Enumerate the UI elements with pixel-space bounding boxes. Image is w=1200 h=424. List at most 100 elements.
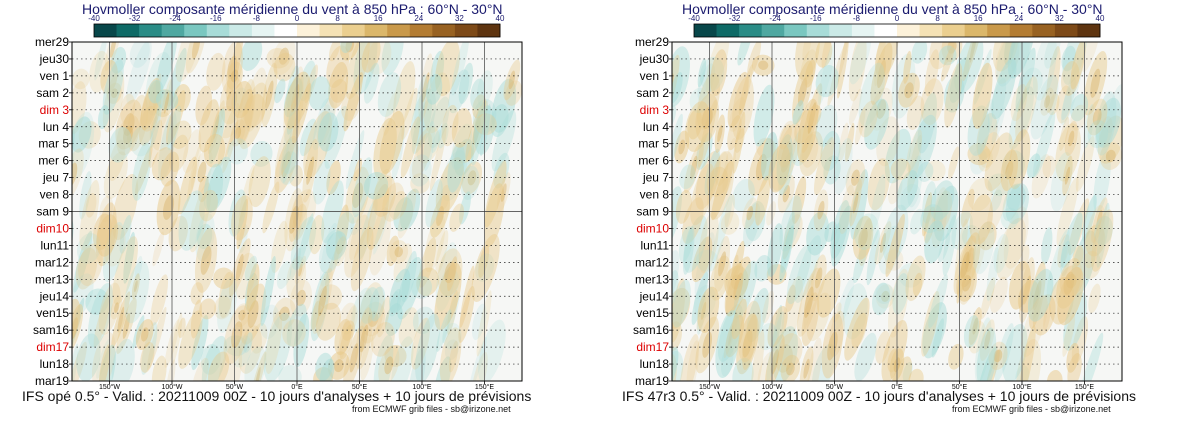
field-blob (815, 65, 839, 98)
y-tick-label: mar19 (35, 374, 69, 388)
field-core (1068, 130, 1075, 147)
field-blob (76, 333, 101, 381)
field-blob (987, 173, 1011, 197)
field-blob (448, 69, 470, 114)
field-blob (962, 42, 985, 82)
field-blob (439, 185, 451, 210)
field-blob (1083, 104, 1095, 149)
colorbar-swatch (477, 24, 501, 37)
field-blob (738, 300, 761, 363)
field-blob (738, 64, 754, 116)
x-tick-label: 150°W (99, 383, 120, 391)
field-blob (727, 115, 742, 151)
field-blob (979, 132, 1000, 168)
colorbar-swatch (694, 24, 717, 37)
field-blob (867, 158, 890, 211)
field-blob (1027, 268, 1054, 322)
field-blob (797, 98, 819, 163)
field-blob (1000, 149, 1019, 191)
field-blob (683, 215, 708, 273)
field-blob (944, 63, 963, 128)
field-blob (795, 42, 820, 80)
colorbar-swatch (274, 24, 298, 37)
field-blob (697, 63, 715, 102)
field-blob (319, 358, 335, 381)
field-blob (76, 233, 101, 264)
y-tick-label: jeu 7 (42, 171, 69, 185)
field-blob (442, 322, 462, 350)
field-core (467, 170, 477, 186)
field-blob (415, 313, 441, 381)
field-blob (1008, 86, 1034, 150)
field-blob (699, 56, 725, 92)
y-tick-label: lun 4 (643, 120, 669, 134)
field-blob (928, 274, 948, 329)
field-core (367, 311, 379, 327)
y-tick-label: mar12 (35, 255, 69, 269)
field-blob (672, 105, 677, 128)
field-blob (1070, 104, 1087, 131)
field-blob (326, 231, 347, 261)
y-tick-label: jeu14 (39, 289, 70, 303)
field-blob (902, 361, 913, 381)
field-blob (72, 68, 90, 90)
field-blob (705, 42, 730, 96)
y-tick-label: dim 3 (40, 103, 70, 117)
field-blob (452, 141, 473, 164)
field-core (349, 343, 359, 373)
y-tick-label: lun18 (40, 357, 70, 371)
field-blob (1032, 42, 1057, 101)
field-blob (478, 319, 506, 381)
field-blob (772, 326, 798, 381)
field-blob (428, 96, 450, 149)
field-core (140, 327, 149, 342)
field-blob (135, 145, 153, 195)
field-blob (751, 54, 775, 76)
field-blob (248, 156, 271, 208)
field-blob (418, 237, 437, 288)
field-blob (679, 164, 696, 190)
field-blob (187, 143, 202, 202)
field-blob (772, 304, 783, 352)
field-blob (845, 122, 855, 162)
field-blob (804, 59, 816, 88)
field-blob (729, 97, 746, 132)
chart-title: Hovmoller composante méridienne du vent … (682, 1, 1103, 17)
field-blob (715, 310, 740, 378)
y-tick-label: jeu30 (639, 52, 670, 66)
field-blob (72, 297, 85, 361)
field-blob (875, 42, 899, 78)
colorbar-swatch (739, 24, 763, 37)
field-blob (141, 322, 158, 375)
field-core (780, 141, 792, 173)
field-blob (410, 88, 437, 147)
field-blob (679, 334, 699, 381)
field-blob (350, 226, 374, 292)
field-blob (888, 176, 903, 205)
field-blob (779, 225, 794, 283)
field-blob (974, 317, 992, 381)
field-blob (182, 129, 202, 173)
field-blob (338, 302, 358, 335)
field-blob (672, 347, 679, 381)
field-blob (393, 243, 412, 283)
field-core (879, 232, 887, 253)
field-blob (801, 83, 823, 153)
field-blob (831, 205, 852, 267)
field-blob (373, 190, 394, 255)
hovmoller-panel-ifs-47r3: Hovmoller composante méridienne du vent … (600, 0, 1200, 424)
field-blob (376, 296, 391, 338)
field-blob (286, 256, 307, 300)
field-blob (108, 126, 132, 163)
field-blob (1080, 251, 1102, 280)
colorbar-tick-label: -16 (810, 14, 822, 23)
field-blob (1010, 42, 1030, 75)
field-blob (389, 191, 408, 220)
field-blob (967, 143, 991, 166)
field-blob (1031, 297, 1041, 321)
field-blob (1070, 230, 1097, 297)
field-blob (340, 42, 353, 54)
field-blob (767, 305, 788, 348)
field-blob (324, 105, 348, 169)
field-blob (243, 332, 253, 353)
